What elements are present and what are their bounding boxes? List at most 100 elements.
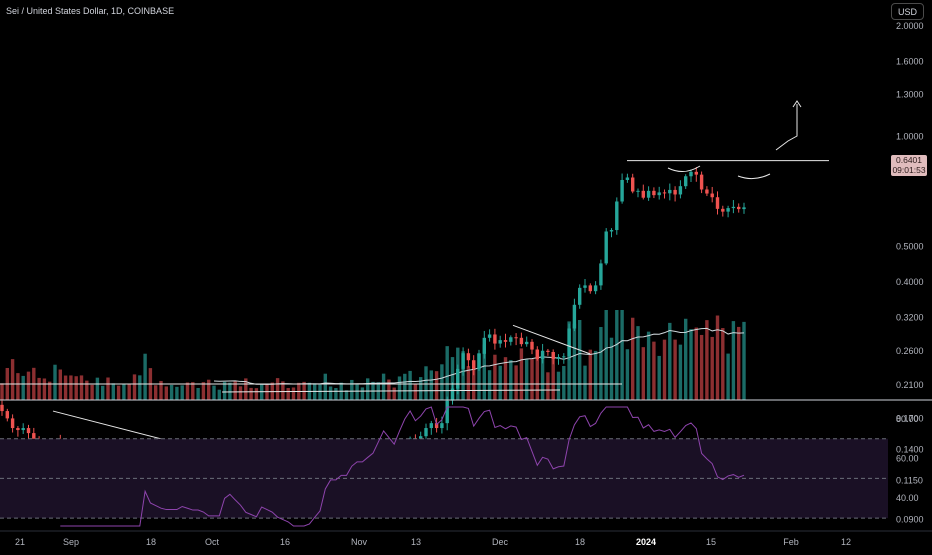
candle [434,423,439,429]
candle [684,176,688,187]
rsi-pane [0,406,888,527]
volume-bar [53,364,57,400]
volume-bar [429,370,433,400]
volume-bar [127,384,131,400]
volume-bar [519,348,524,400]
volume-bar [26,371,31,400]
candle [593,285,598,292]
price-tick-label: 0.3200 [896,313,924,323]
volume-bar [604,310,608,400]
time-tick-label: 16 [280,537,290,547]
volume-bar [578,319,582,400]
price-tick-label: 1.3000 [896,90,924,100]
volume-bar [609,337,614,400]
last-price-tag: 0.6401 09:01:53 [891,155,927,176]
currency-button[interactable]: USD [891,3,924,20]
volume-bar [106,377,110,400]
volume-bar [116,385,121,400]
volume-bar [281,381,285,400]
candle [726,208,730,212]
candle [668,189,672,194]
candle [456,368,460,389]
volume-bar [323,373,327,400]
volume-bar [350,379,354,400]
volume-bar [583,365,587,400]
volume-bar [328,386,333,400]
price-countdown: 09:01:53 [892,165,926,175]
volume-bar [424,366,428,400]
candle [604,231,608,264]
candle [609,230,614,232]
candle [562,356,566,358]
candle [657,192,661,196]
time-tick-label: Dec [492,537,509,547]
candle [477,353,481,369]
volume-bar [291,387,296,400]
volume-bar [154,385,158,400]
candle [450,388,455,401]
volume-bar [318,384,322,400]
volume-bar [620,310,624,400]
candle [588,285,592,292]
volume-bar [652,341,656,400]
candle [482,337,486,354]
volume-bar [413,383,418,400]
candle [689,171,693,177]
volume-bar [244,378,248,400]
drawing-layer [0,100,829,486]
time-tick-label: 18 [575,537,585,547]
time-tick-label: 21 [15,537,25,547]
right-shoulder-arc [737,173,771,180]
volume-bar [169,384,174,400]
volume-bar [21,375,25,400]
volume-bar [132,374,137,400]
candle [572,304,577,329]
candle [652,190,656,196]
volume-bar [95,377,100,400]
candle [32,433,36,441]
volume-bar [191,382,195,400]
volume-bar [684,318,688,400]
candle [678,186,683,195]
volume-pane [0,310,746,400]
volume-bar [434,371,439,400]
candle [440,423,444,429]
volume-bar [514,365,518,400]
volume-bar [201,382,206,400]
candle [551,351,555,359]
volume-bar [175,386,179,400]
candle [737,206,741,210]
volume-bar [185,382,190,400]
candle [445,400,449,424]
volume-bar [546,372,550,400]
candle [461,353,465,369]
volume-bar [440,364,444,400]
volume-trendline [221,389,561,393]
volume-bar [408,370,412,400]
candle [599,263,603,286]
candle [631,177,635,192]
candle [530,341,534,350]
candle [466,353,471,361]
volume-bar [74,376,78,400]
volume-bar [509,360,513,400]
volume-bar [63,375,68,400]
volume-bar [249,387,253,400]
candle [540,350,545,359]
volume-bar [715,315,720,400]
volume-bar [334,388,338,400]
time-tick-label: 12 [841,537,851,547]
volume-bar [159,380,163,400]
arrow-head-icon [792,100,802,108]
left-shoulder-arc [667,165,701,172]
volume-bar [551,352,555,400]
volume-bar [397,376,402,400]
volume-bar [228,382,232,400]
volume-bar [101,385,105,400]
price-tick-label: 0.2600 [896,346,924,356]
price-tick-label: 0.4000 [896,277,924,287]
volume-bar [222,381,227,400]
volume-bar [530,359,534,400]
volume-bar [122,384,126,400]
